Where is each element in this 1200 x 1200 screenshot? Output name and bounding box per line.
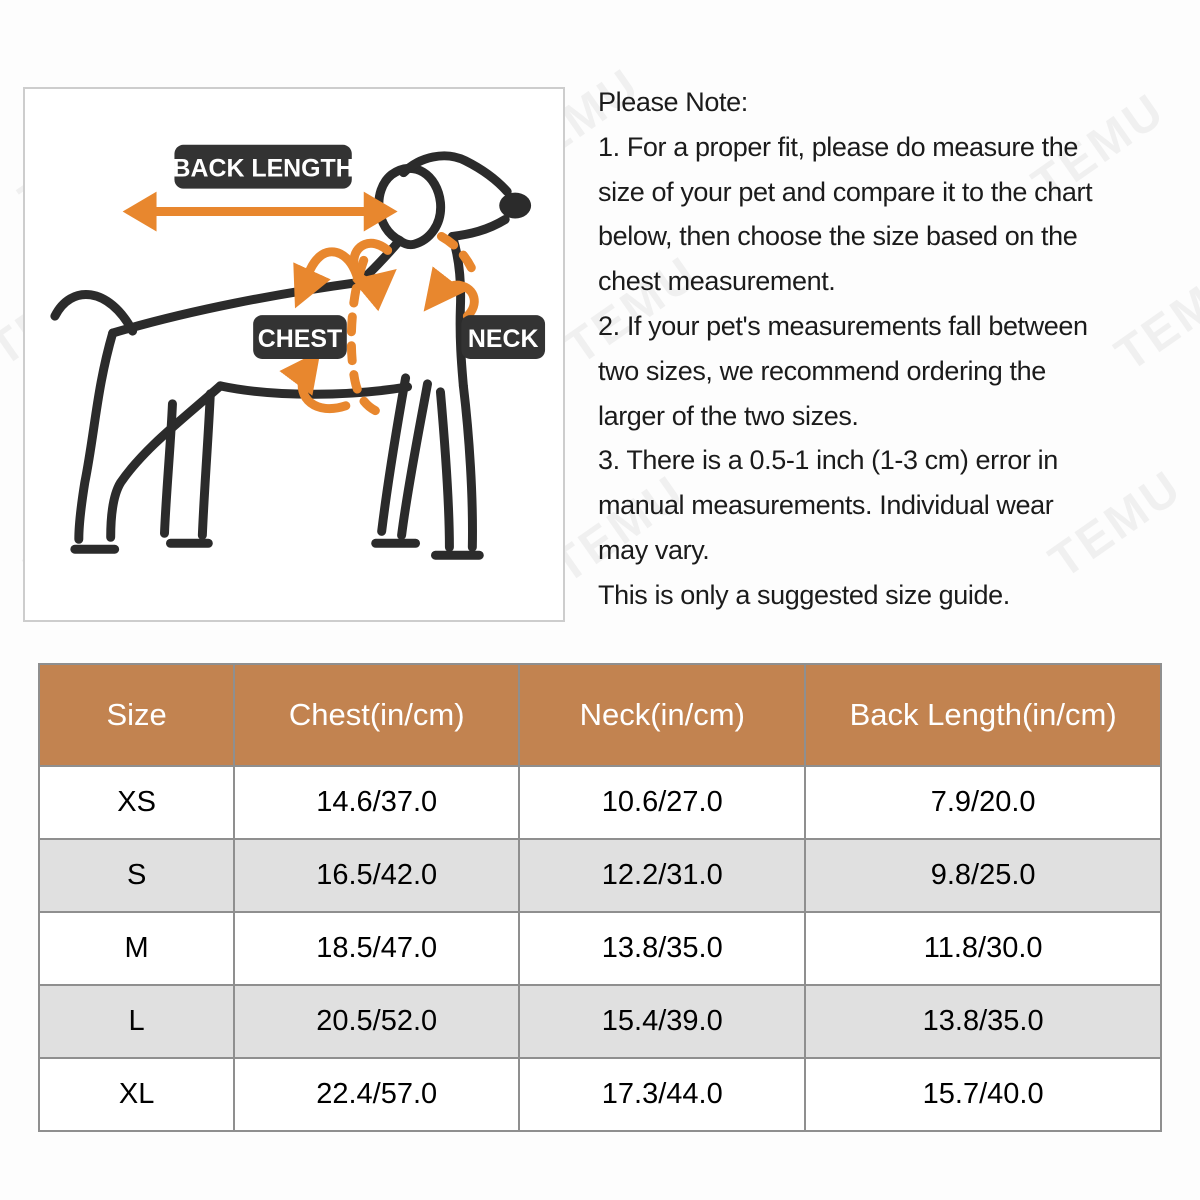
measurement-cell: 13.8/35.0 <box>804 984 1162 1059</box>
chest-label: CHEST <box>258 325 342 353</box>
column-header: Chest(in/cm) <box>233 663 521 767</box>
measurement-cell: 20.5/52.0 <box>233 984 521 1059</box>
column-header: Back Length(in/cm) <box>804 663 1162 767</box>
column-header: Size <box>37 663 236 767</box>
table-row: M 18.5/47.0 13.8/35.0 11.8/30.0 <box>37 911 1162 986</box>
note-line: size of your pet and compare it to the c… <box>598 176 1093 207</box>
measurement-cell: 14.6/37.0 <box>233 765 521 840</box>
dog-diagram-svg: BACK LENGTH CHEST NECK <box>50 144 546 560</box>
size-table-body: XS 14.6/37.0 10.6/27.0 7.9/20.0 S 16.5/42.0 12… <box>37 765 1162 1132</box>
dog-measurement-diagram: BACK LENGTH CHEST NECK <box>23 87 565 622</box>
back-length-label-box <box>174 144 352 189</box>
measurement-cell: 13.8/35.0 <box>518 911 807 986</box>
neck-arrow <box>423 266 479 321</box>
size-cell: L <box>37 984 236 1059</box>
measurement-cell: 10.6/27.0 <box>518 765 807 840</box>
measurement-cell: 15.7/40.0 <box>804 1057 1162 1132</box>
note-line: larger of the two sizes. <box>598 400 859 431</box>
measurement-cell: 18.5/47.0 <box>233 911 521 986</box>
note-line: may vary. <box>598 534 710 565</box>
measurement-cell: 12.2/31.0 <box>518 838 807 913</box>
neck-label-box <box>461 315 546 359</box>
table-row: XS 14.6/37.0 10.6/27.0 7.9/20.0 <box>37 765 1162 840</box>
dog-nose <box>499 192 532 219</box>
size-cell: XL <box>37 1057 236 1132</box>
table-row: S 16.5/42.0 12.2/31.0 9.8/25.0 <box>37 838 1162 913</box>
measurement-cell: 16.5/42.0 <box>233 838 521 913</box>
measurement-cell: 11.8/30.0 <box>804 911 1162 986</box>
neck-label: NECK <box>468 325 539 353</box>
notes-section: Please Note: 1. For a proper fit, please … <box>598 80 1198 618</box>
table-header-row: Size Chest(in/cm) Neck(in/cm) Back Length(i… <box>37 663 1162 767</box>
withers-loop-arrow <box>349 238 397 312</box>
note-line: 1. For a proper fit, please do measure t… <box>598 131 1078 162</box>
size-cell: S <box>37 838 236 913</box>
size-cell: XS <box>37 765 236 840</box>
measurement-cell: 7.9/20.0 <box>804 765 1162 840</box>
chest-label-box <box>253 315 347 359</box>
measurement-cell: 9.8/25.0 <box>804 838 1162 913</box>
note-line: 3. There is a 0.5-1 inch (1-3 cm) error … <box>598 445 1058 476</box>
size-cell: M <box>37 911 236 986</box>
diagram-labels: BACK LENGTH CHEST NECK <box>173 144 546 359</box>
back-length-arrow <box>122 191 398 232</box>
size-table: Size Chest(in/cm) Neck(in/cm) Back Length(i… <box>37 663 1162 1132</box>
note-line: Please Note: <box>598 87 748 117</box>
table-row: L 20.5/52.0 15.4/39.0 13.8/35.0 <box>37 984 1162 1059</box>
note-line: below, then choose the size based on the <box>598 221 1078 252</box>
dog-outline-drawing <box>50 151 532 560</box>
column-header: Neck(in/cm) <box>518 663 807 767</box>
measurement-cell: 17.3/44.0 <box>518 1057 807 1132</box>
table-row: XL 22.4/57.0 17.3/44.0 15.7/40.0 <box>37 1057 1162 1132</box>
note-line: manual measurements. Individual wear <box>598 490 1054 521</box>
note-line: two sizes, we recommend ordering the <box>598 355 1046 386</box>
note-line: 2. If your pet's measurements fall betwe… <box>598 310 1088 341</box>
note-line: This is only a suggested size guide. <box>598 579 1010 610</box>
chest-arc-arrow <box>293 247 363 309</box>
measurement-cell: 22.4/57.0 <box>233 1057 521 1132</box>
measurement-marks <box>122 191 481 416</box>
neck-dashed-line <box>436 231 481 285</box>
back-length-label: BACK LENGTH <box>173 155 354 183</box>
measurement-cell: 15.4/39.0 <box>518 984 807 1059</box>
note-line: chest measurement. <box>598 266 836 297</box>
chest-lower-arrow <box>279 350 351 414</box>
